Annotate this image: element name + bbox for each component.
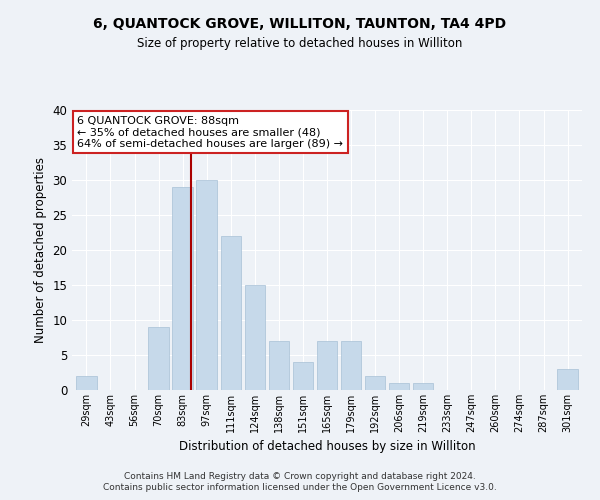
Bar [389,383,409,390]
Y-axis label: Number of detached properties: Number of detached properties [34,157,47,343]
Text: Size of property relative to detached houses in Williton: Size of property relative to detached ho… [137,38,463,51]
Bar [196,180,217,390]
Bar [269,341,289,390]
Bar [76,376,97,390]
X-axis label: Distribution of detached houses by size in Williton: Distribution of detached houses by size … [179,440,475,454]
Text: 6, QUANTOCK GROVE, WILLITON, TAUNTON, TA4 4PD: 6, QUANTOCK GROVE, WILLITON, TAUNTON, TA… [94,18,506,32]
Bar [221,236,241,390]
Bar [293,362,313,390]
Bar [317,341,337,390]
Bar [172,187,193,390]
Bar [557,369,578,390]
Bar [245,285,265,390]
Bar [365,376,385,390]
Text: Contains HM Land Registry data © Crown copyright and database right 2024.: Contains HM Land Registry data © Crown c… [124,472,476,481]
Text: 6 QUANTOCK GROVE: 88sqm
← 35% of detached houses are smaller (48)
64% of semi-de: 6 QUANTOCK GROVE: 88sqm ← 35% of detache… [77,116,343,149]
Bar [413,383,433,390]
Text: Contains public sector information licensed under the Open Government Licence v3: Contains public sector information licen… [103,483,497,492]
Bar [148,327,169,390]
Bar [341,341,361,390]
